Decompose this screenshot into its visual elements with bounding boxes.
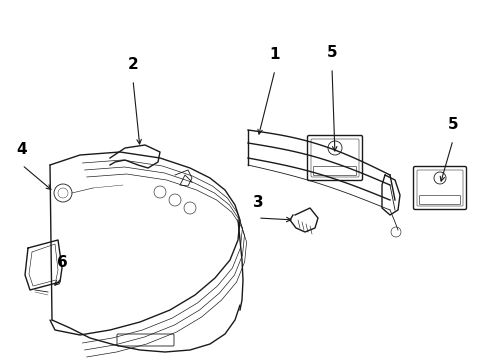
Text: 1: 1 <box>270 47 280 62</box>
Text: 5: 5 <box>448 117 458 132</box>
Text: 2: 2 <box>127 57 138 72</box>
Text: 6: 6 <box>57 255 68 270</box>
Text: 3: 3 <box>253 195 263 210</box>
Text: 4: 4 <box>17 142 27 157</box>
Text: 5: 5 <box>327 45 337 60</box>
